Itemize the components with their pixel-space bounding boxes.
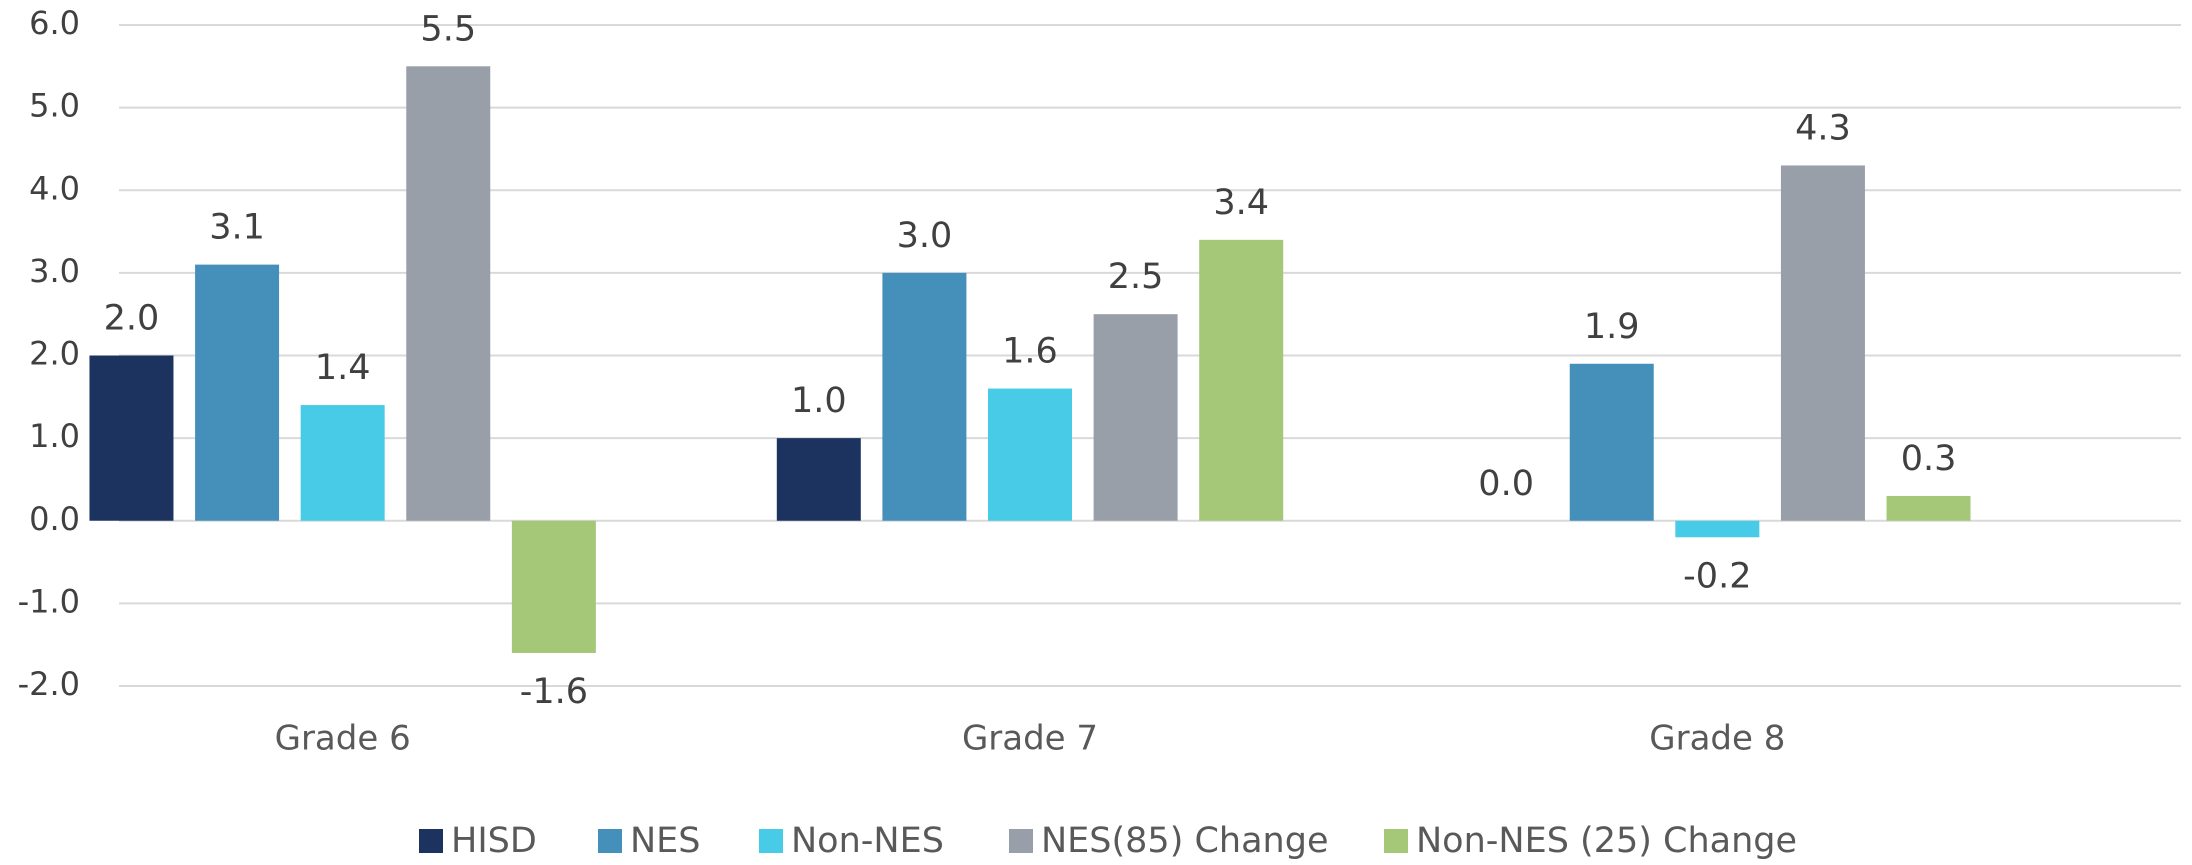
y-tick-label: 3.0 [29,252,80,290]
value-label: 3.0 [897,216,953,256]
legend-swatch [419,829,443,853]
legend-swatch [1009,829,1033,853]
bar [1780,165,1865,521]
legend-swatch [759,829,783,853]
bar [511,520,596,653]
bar [1093,314,1178,521]
value-label: 2.5 [1108,257,1164,297]
value-label: 5.5 [420,9,476,49]
y-tick-label: 4.0 [29,169,80,207]
y-tick-label: 1.0 [29,417,80,455]
value-label: 1.0 [791,381,847,421]
bar [1886,495,1971,521]
legend-label: NES [630,821,701,861]
value-label: 0.0 [1478,464,1534,504]
legend-swatch [1384,829,1408,853]
y-tick-label: 2.0 [29,335,80,373]
value-label: 1.6 [1002,332,1058,372]
value-label: -1.6 [520,672,588,712]
x-tick-label: Grade 8 [1649,719,1785,759]
bar [195,264,280,521]
y-tick-label: -1.0 [18,582,80,620]
bar [1199,239,1284,521]
bar [300,405,385,521]
value-label: 4.3 [1795,108,1851,148]
y-tick-label: -2.0 [18,665,80,703]
value-label: -0.2 [1683,556,1751,596]
legend-label: NES(85) Change [1041,821,1329,861]
y-tick-label: 5.0 [29,87,80,125]
value-label: 2.0 [104,299,160,339]
bar [89,355,174,521]
bar [882,272,967,521]
value-label: 3.1 [209,208,265,248]
y-tick-label: 0.0 [29,500,80,538]
bar [1569,363,1654,521]
legend-label: HISD [451,821,537,861]
x-tick-label: Grade 6 [275,719,411,759]
bar [988,388,1072,521]
x-tick-label: Grade 7 [962,719,1098,759]
bar [406,66,491,521]
value-label: 1.4 [315,348,371,388]
bar [1675,520,1760,538]
legend-label: Non-NES [791,821,944,861]
value-label: 0.3 [1901,439,1957,479]
value-label: 3.4 [1213,183,1269,223]
legend-label: Non-NES (25) Change [1416,821,1797,861]
y-tick-label: 6.0 [29,4,80,42]
legend-swatch [598,829,622,853]
value-label: 1.9 [1584,307,1640,347]
bar [776,438,861,521]
